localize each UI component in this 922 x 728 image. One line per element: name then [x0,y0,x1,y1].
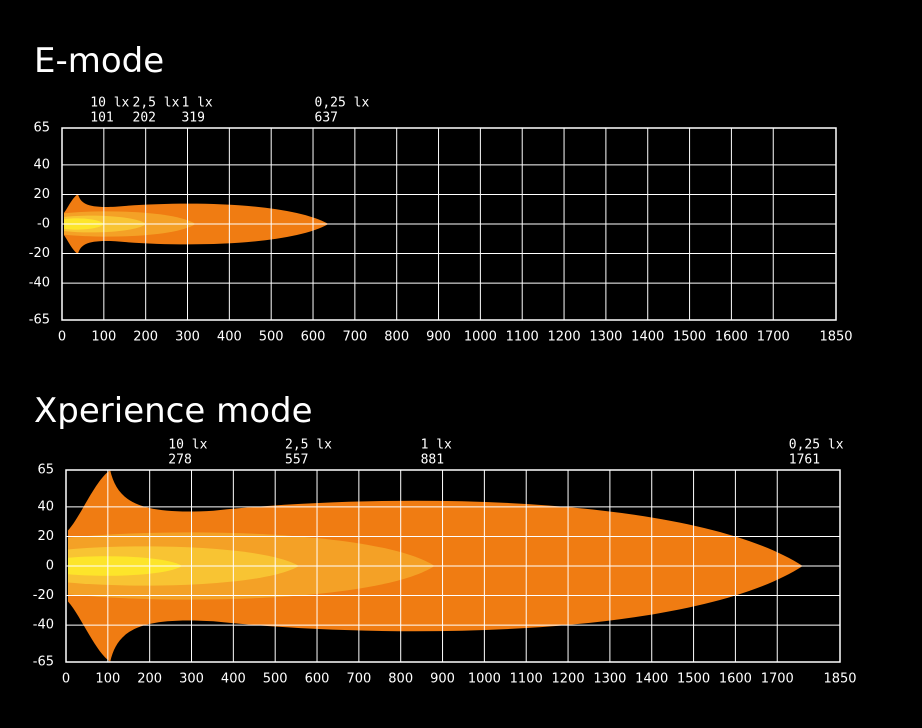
x-tick-label: 1600 [715,330,748,345]
x-tick-label: 1000 [464,330,497,345]
x-tick-label: 1100 [510,672,543,687]
y-tick-label: 20 [33,187,50,202]
contour-label: 10 lx [90,96,129,111]
x-tick-label: 0 [58,330,66,345]
x-tick-label: 900 [426,330,451,345]
y-tick-label: -20 [33,588,54,603]
y-tick-label: 20 [37,529,54,544]
y-tick-label: 40 [37,499,54,514]
contour-distance: 881 [421,453,444,468]
x-tick-label: 300 [179,672,204,687]
contour-distance: 319 [181,111,204,126]
contour-distance: 637 [315,111,338,126]
contour-distance: 278 [168,453,191,468]
contour-label: 1 lx [421,438,452,453]
plot-frame [65,469,841,663]
x-tick-label: 1300 [589,330,622,345]
x-tick-label: 1000 [468,672,501,687]
contour-label: 0,25 lx [315,96,370,111]
x-tick-label: 1500 [673,330,706,345]
x-tick-label: 1850 [819,330,852,345]
x-tick-label: 1600 [719,672,752,687]
y-tick-label: -20 [29,246,50,261]
x-tick-label: 500 [263,672,288,687]
contour-distance: 557 [285,453,308,468]
chart-title: Xperience mode [34,391,313,431]
x-tick-label: 1700 [761,672,794,687]
x-tick-label: 800 [384,330,409,345]
x-tick-label: 1400 [631,330,664,345]
x-tick-label: 800 [388,672,413,687]
x-tick-label: 200 [137,672,162,687]
contour-distance: 202 [133,111,156,126]
y-tick-label: 40 [33,157,50,172]
x-tick-label: 200 [133,330,158,345]
x-tick-label: 100 [91,330,116,345]
x-tick-label: 0 [62,672,70,687]
y-tick-label: -65 [33,655,54,670]
x-tick-label: 1500 [677,672,710,687]
x-tick-label: 500 [259,330,284,345]
contour-label: 10 lx [168,438,207,453]
x-tick-label: 600 [305,672,330,687]
y-tick-label: -65 [29,313,50,328]
x-tick-label: 1200 [548,330,581,345]
x-tick-label: 1700 [757,330,790,345]
x-tick-label: 100 [95,672,120,687]
x-tick-label: 600 [301,330,326,345]
contour-label: 1 lx [181,96,212,111]
x-tick-label: 1200 [552,672,585,687]
x-tick-label: 1100 [506,330,539,345]
contour-distance: 101 [90,111,113,126]
contour-distance: 1761 [789,453,820,468]
x-tick-label: 300 [175,330,200,345]
x-tick-label: 700 [342,330,367,345]
x-tick-label: 400 [217,330,242,345]
x-tick-label: 900 [430,672,455,687]
x-tick-label: 1400 [635,672,668,687]
y-tick-label: -40 [33,618,54,633]
contour-label: 2,5 lx [285,438,332,453]
contour-label: 2,5 lx [133,96,180,111]
plot-frame [61,127,837,321]
y-tick-label: -0 [37,217,50,232]
y-tick-label: 65 [33,121,50,136]
x-tick-label: 1300 [593,672,626,687]
x-tick-label: 400 [221,672,246,687]
x-tick-label: 700 [346,672,371,687]
chart-title: E-mode [34,41,164,81]
y-tick-label: -40 [29,276,50,291]
y-tick-label: 65 [37,463,54,478]
x-tick-label: 1850 [823,672,856,687]
contour-label: 0,25 lx [789,438,844,453]
y-tick-label: 0 [46,559,54,574]
